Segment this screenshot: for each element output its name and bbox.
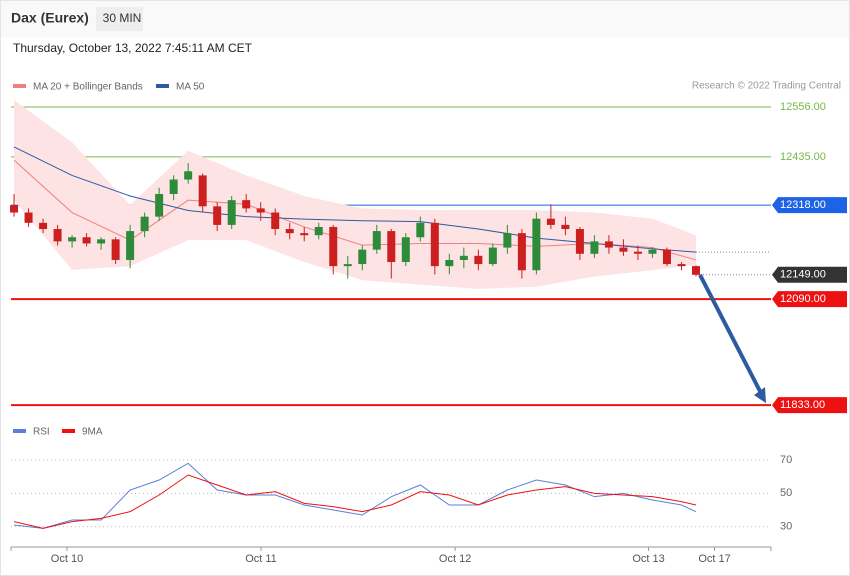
candle-body	[648, 249, 657, 254]
timeframe: 30 MIN	[103, 11, 142, 25]
legend-swatch	[13, 429, 26, 433]
level-label: 12149.00	[780, 269, 826, 281]
chart-title: Dax (Eurex)	[11, 10, 89, 26]
candle-body	[329, 226, 338, 267]
candle-body	[532, 218, 541, 271]
rsi-line	[13, 462, 697, 529]
candle-body	[10, 205, 19, 213]
x-tick-label: Oct 13	[632, 553, 664, 565]
candle-body	[590, 241, 599, 254]
y-tick-label: 70	[780, 454, 792, 466]
timeframe-box	[96, 7, 143, 31]
candle-body	[97, 239, 106, 244]
candle-body	[140, 216, 149, 232]
candle-body	[198, 175, 207, 207]
x-tick-label: Oct 10	[51, 553, 83, 565]
legend-label: MA 50	[176, 82, 205, 93]
candle-body	[575, 229, 584, 254]
candle-body	[111, 239, 120, 260]
legend-swatch	[62, 429, 75, 433]
candle-body	[169, 179, 178, 194]
x-tick-label: Oct 11	[245, 553, 277, 565]
level-label: 12556.00	[780, 101, 826, 113]
candle-body	[401, 237, 410, 263]
candle-body	[271, 212, 280, 230]
legend-label: MA 20 + Bollinger Bands	[33, 82, 143, 93]
candle-body	[546, 218, 555, 225]
candle-body	[691, 266, 700, 275]
y-tick-label: 30	[780, 521, 792, 533]
candle-body	[358, 249, 367, 265]
legend-label: RSI	[33, 427, 50, 438]
candle-body	[474, 255, 483, 265]
candle-body	[633, 251, 642, 254]
x-tick-label: Oct 17	[698, 553, 730, 565]
candle-body	[184, 171, 193, 180]
candle-body	[39, 222, 48, 230]
projection-arrow	[698, 273, 764, 397]
candle-body	[416, 222, 425, 238]
candle-body	[213, 206, 222, 225]
candle-body	[68, 237, 77, 242]
level-label: 11833.00	[780, 399, 825, 411]
level-tag	[772, 397, 847, 414]
rsi-line	[13, 474, 697, 529]
legend-swatch	[156, 84, 169, 88]
candle-body	[604, 241, 613, 248]
candle-body	[256, 208, 265, 213]
legend-swatch	[13, 84, 26, 88]
candle-body	[53, 229, 62, 242]
candle-body	[82, 237, 91, 244]
arrow-head	[754, 387, 766, 404]
candle-body	[517, 233, 526, 271]
candle-body	[242, 200, 251, 209]
candle-body	[677, 264, 686, 267]
candle-body	[619, 247, 628, 252]
subtitle: Thursday, October 13, 2022 7:45:11 AM CE…	[13, 41, 253, 55]
candle-body	[343, 264, 352, 267]
y-tick-label: 50	[780, 487, 792, 499]
candle-body	[430, 222, 439, 267]
candle-body	[155, 193, 164, 217]
candle-body	[372, 231, 381, 250]
candle-body	[300, 233, 309, 236]
candle-body	[488, 247, 497, 265]
candle-body	[285, 229, 294, 234]
x-tick-label: Oct 12	[439, 553, 471, 565]
level-label: 12090.00	[780, 293, 826, 305]
candle-body	[662, 249, 671, 265]
level-tag	[772, 266, 847, 283]
candle-body	[445, 259, 454, 267]
level-label: 12435.00	[780, 151, 826, 163]
candle-body	[503, 233, 512, 248]
candle-body	[561, 224, 570, 230]
credit: Research © 2022 Trading Central	[692, 81, 841, 92]
candle-body	[314, 226, 323, 236]
candle-body	[24, 212, 33, 223]
level-label: 12318.00	[780, 199, 826, 211]
level-tag	[772, 197, 847, 214]
level-tag	[772, 291, 847, 308]
candle-body	[126, 231, 135, 260]
candle-body	[227, 200, 236, 225]
candle-body	[387, 231, 396, 263]
candle-body	[459, 255, 468, 260]
legend-label: 9MA	[82, 427, 103, 438]
